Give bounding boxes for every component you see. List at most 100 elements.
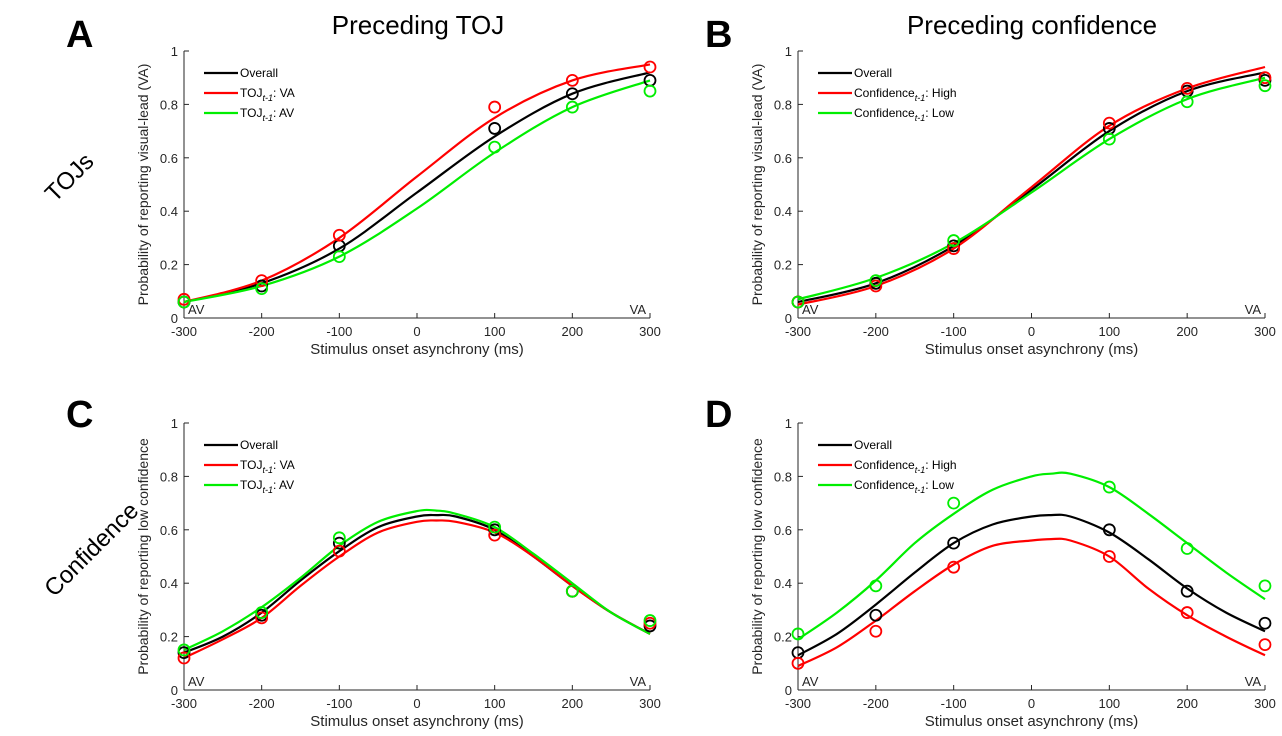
data-point xyxy=(332,250,346,263)
data-point xyxy=(869,579,883,593)
x-tick-label: 100 xyxy=(1098,696,1120,711)
legend-label: Confidencet-1: High xyxy=(854,86,957,103)
legend-label: Overall xyxy=(240,438,278,452)
data-point xyxy=(177,651,191,665)
data-point xyxy=(332,228,346,242)
data-point xyxy=(565,584,579,598)
data-point xyxy=(255,611,269,625)
data-point xyxy=(869,274,883,288)
legend-label-subscript: t-1 xyxy=(262,113,273,123)
data-point xyxy=(1258,638,1272,652)
data-point xyxy=(643,73,657,87)
data-point xyxy=(565,73,579,87)
data-point xyxy=(869,279,883,293)
data-point xyxy=(1258,579,1272,593)
column-title: Preceding TOJ xyxy=(332,10,504,40)
x-tick-label: -200 xyxy=(249,696,275,711)
y-tick-label: 0.8 xyxy=(160,469,178,484)
legend-label: TOJt-1: VA xyxy=(240,86,295,103)
y-axis-label: Probability of reporting visual-lead (VA… xyxy=(135,64,151,306)
legend-label: Confidencet-1: Low xyxy=(854,478,954,495)
fit-curve xyxy=(183,513,651,654)
legend-label-subscript: t-1 xyxy=(915,485,926,495)
x-tick-label: -200 xyxy=(863,324,889,339)
fit-curve xyxy=(183,519,651,659)
legend-label-text: TOJ xyxy=(240,106,262,120)
legend-label-suffix: : Low xyxy=(925,106,954,120)
data-point xyxy=(643,84,657,98)
data-point xyxy=(1258,616,1272,630)
y-tick-label: 0.4 xyxy=(160,204,178,219)
data-point xyxy=(1258,79,1272,93)
x-tick-label: 0 xyxy=(413,696,420,711)
fit-curve xyxy=(797,65,1266,306)
data-point xyxy=(255,606,269,619)
data-point xyxy=(255,274,269,288)
legend-label-text: Confidence xyxy=(854,86,915,100)
x-tick-label: -100 xyxy=(326,324,352,339)
panel-letter: D xyxy=(705,394,732,436)
legend-label-text: Overall xyxy=(854,66,892,80)
data-point xyxy=(1180,584,1194,598)
x-axis-label: Stimulus onset asynchrony (ms) xyxy=(310,713,523,730)
data-point xyxy=(565,100,579,114)
y-tick-label: 0.2 xyxy=(160,258,178,273)
legend-label-suffix: : VA xyxy=(273,458,295,472)
chart-panel-a: A 0 0.2 0.4 0.6 0.8 1 -300 -200 -100 0 100 200 300 AV V… xyxy=(66,14,661,358)
x-tick-label: 100 xyxy=(484,696,506,711)
data-point xyxy=(1102,550,1116,563)
chart-panel-c: C 0 0.2 0.4 0.6 0.8 1 -300 -200 -100 0 100 200 300 AV V… xyxy=(66,394,661,730)
panel-letter: B xyxy=(705,14,732,56)
legend-label-text: Confidence xyxy=(854,106,915,120)
data-point xyxy=(791,627,805,641)
corner-label-av: AV xyxy=(802,302,819,317)
y-axis-label: Probability of reporting low confidence xyxy=(749,438,765,675)
y-tick-label: 0.2 xyxy=(774,258,792,273)
data-point xyxy=(1102,480,1116,494)
x-tick-label: -200 xyxy=(863,696,889,711)
y-tick-label: 0 xyxy=(785,683,792,698)
legend-label-suffix: : Low xyxy=(925,478,954,492)
data-point xyxy=(177,295,191,309)
y-tick-label: 0.6 xyxy=(774,151,792,166)
x-tick-label: -100 xyxy=(326,696,352,711)
y-tick-label: 1 xyxy=(785,44,792,59)
chart-panel-b: B 0 0.2 0.4 0.6 0.8 1 -300 -200 -100 0 100 200 300 AV V… xyxy=(705,14,1276,358)
legend-label: Overall xyxy=(854,66,892,80)
corner-label-va: VA xyxy=(1245,674,1262,689)
panel-letter: A xyxy=(66,14,93,56)
legend-label: Overall xyxy=(240,66,278,80)
data-point xyxy=(177,643,191,657)
x-axis-label: Stimulus onset asynchrony (ms) xyxy=(925,713,1138,730)
y-tick-label: 1 xyxy=(171,416,178,431)
y-tick-label: 0.8 xyxy=(774,97,792,112)
legend-label-text: TOJ xyxy=(240,86,262,100)
corner-label-va: VA xyxy=(1245,302,1262,317)
y-tick-label: 0 xyxy=(785,311,792,326)
legend-label-subscript: t-1 xyxy=(915,465,926,475)
fit-curve xyxy=(797,513,1266,657)
legend-label-text: Overall xyxy=(854,438,892,452)
panel-letter: C xyxy=(66,394,93,436)
legend-label-subscript: t-1 xyxy=(915,93,926,103)
data-point xyxy=(1102,132,1116,146)
legend-label: Confidencet-1: Low xyxy=(854,106,954,123)
data-point xyxy=(1180,95,1194,109)
corner-label-av: AV xyxy=(188,674,205,689)
y-tick-label: 0.8 xyxy=(774,469,792,484)
legend-label-text: Confidence xyxy=(854,478,915,492)
y-tick-label: 0.4 xyxy=(774,576,792,591)
corner-label-av: AV xyxy=(802,674,819,689)
x-tick-label: 300 xyxy=(639,696,661,711)
data-point xyxy=(791,295,805,309)
y-tick-label: 0 xyxy=(171,683,178,698)
x-tick-label: 100 xyxy=(484,324,506,339)
x-tick-label: 300 xyxy=(639,324,661,339)
data-point xyxy=(869,608,883,622)
x-tick-label: -300 xyxy=(785,324,811,339)
x-axis-label: Stimulus onset asynchrony (ms) xyxy=(925,341,1138,358)
x-tick-label: 100 xyxy=(1098,324,1120,339)
y-tick-label: 0.6 xyxy=(160,151,178,166)
